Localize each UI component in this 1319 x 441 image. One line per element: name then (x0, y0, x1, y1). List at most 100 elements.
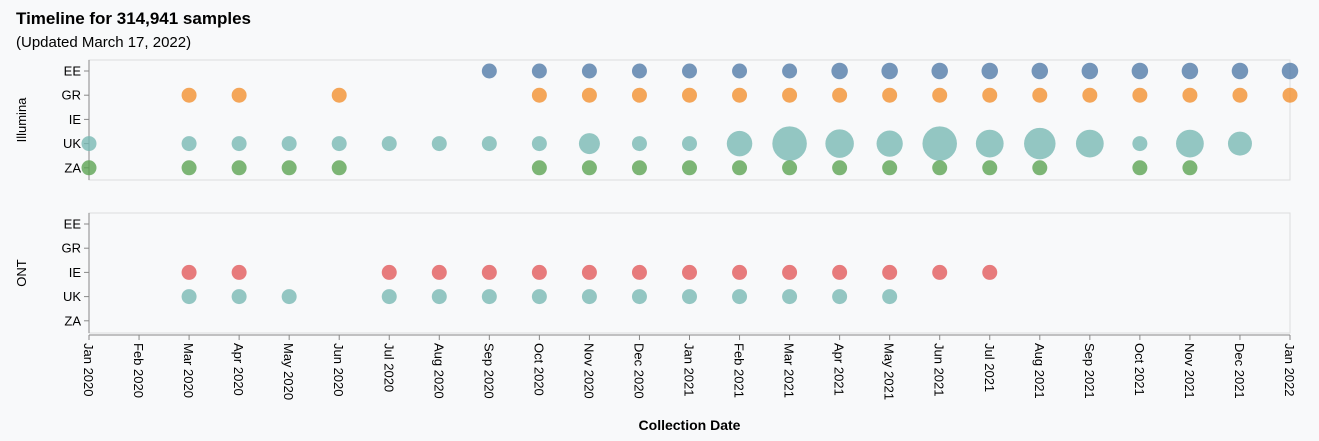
x-tick-label: Oct 2021 (1132, 343, 1147, 396)
x-tick-label: Jan 2020 (81, 343, 96, 397)
x-tick-label: Jul 2021 (982, 343, 997, 392)
point-ont-uk (581, 289, 597, 305)
y-tick-label-ie: IE (69, 265, 82, 280)
point-ont-uk (231, 289, 247, 305)
point-illumina-ee (481, 63, 497, 79)
point-illumina-ee (831, 62, 848, 80)
point-ont-ie (381, 264, 397, 280)
point-illumina-ee (631, 63, 647, 79)
x-tick-label: Aug 2021 (1032, 343, 1047, 399)
x-tick-label: Nov 2020 (581, 343, 596, 399)
point-ont-uk (431, 289, 447, 305)
x-tick-label: Sep 2020 (481, 343, 496, 399)
point-illumina-za (531, 160, 547, 176)
point-illumina-za (581, 160, 597, 176)
point-illumina-gr (1232, 87, 1248, 103)
point-illumina-za (1132, 160, 1148, 176)
x-tick-label: Aug 2020 (431, 343, 446, 399)
point-ont-uk (732, 289, 748, 305)
point-illumina-za (1182, 160, 1198, 176)
point-illumina-ee (581, 63, 597, 79)
point-ont-ie (231, 264, 247, 280)
x-tick-label: Oct 2020 (531, 343, 546, 396)
point-illumina-uk (231, 136, 247, 152)
point-illumina-ee (732, 63, 748, 79)
y-tick-label-za: ZA (64, 313, 81, 328)
chart-subtitle: (Updated March 17, 2022) (16, 34, 192, 51)
point-illumina-gr (982, 87, 998, 103)
facet-illumina: EE GR IE UK ZA Illumina (14, 59, 1299, 181)
point-illumina-ee (531, 63, 547, 79)
y-tick-label-ee: EE (64, 64, 82, 79)
point-ont-ie (732, 264, 748, 280)
x-tick-label: Apr 2020 (231, 343, 246, 396)
point-illumina-uk (181, 136, 197, 152)
point-illumina-uk (631, 136, 647, 152)
x-tick-label: Sep 2021 (1082, 343, 1097, 399)
point-illumina-uk (281, 136, 297, 152)
point-illumina-gr (1032, 87, 1048, 103)
point-illumina-uk (1132, 136, 1148, 152)
point-illumina-uk (876, 130, 903, 157)
y-tick-label-gr: GR (62, 241, 82, 256)
point-illumina-za (782, 160, 798, 176)
x-tick-label: Jan 2021 (682, 343, 697, 397)
facet-label-illumina: Illumina (14, 97, 29, 143)
point-illumina-gr (581, 87, 597, 103)
point-illumina-za (1032, 160, 1048, 176)
point-illumina-uk (922, 126, 957, 161)
point-ont-ie (682, 264, 698, 280)
y-tick-label-uk: UK (63, 289, 81, 304)
point-illumina-za (231, 160, 247, 176)
x-tick-label: Jul 2020 (381, 343, 396, 392)
point-illumina-uk (578, 133, 600, 155)
point-ont-ie (481, 264, 497, 280)
y-tick-label-uk: UK (63, 136, 81, 151)
point-illumina-gr (1282, 87, 1298, 103)
point-ont-uk (281, 289, 297, 305)
point-illumina-gr (531, 87, 547, 103)
point-ont-ie (631, 264, 647, 280)
point-ont-uk (782, 289, 798, 305)
point-illumina-za (331, 160, 347, 176)
point-ont-uk (682, 289, 698, 305)
point-illumina-za (982, 160, 998, 176)
point-illumina-uk (1227, 131, 1252, 156)
x-tick-label: Dec 2020 (631, 343, 646, 399)
point-illumina-gr (882, 87, 898, 103)
point-illumina-uk (381, 136, 397, 152)
point-illumina-gr (932, 87, 948, 103)
point-illumina-gr (1082, 87, 1098, 103)
x-tick-label: Feb 2021 (732, 343, 747, 398)
x-tick-label: May 2021 (882, 343, 897, 400)
point-ont-ie (581, 264, 597, 280)
point-ont-ie (932, 264, 948, 280)
point-ont-uk (181, 289, 197, 305)
x-tick-label: May 2020 (281, 343, 296, 400)
point-illumina-ee (1081, 62, 1099, 80)
point-illumina-uk (481, 136, 497, 152)
x-axis-title: Collection Date (639, 417, 741, 433)
point-illumina-uk (431, 136, 447, 152)
x-tick-label: Nov 2021 (1182, 343, 1197, 399)
point-ont-ie (882, 264, 898, 280)
point-illumina-uk (1075, 129, 1104, 158)
point-illumina-gr (1132, 87, 1148, 103)
point-illumina-za (181, 160, 197, 176)
chart-title: Timeline for 314,941 samples (16, 9, 251, 28)
point-illumina-gr (631, 87, 647, 103)
point-illumina-ee (881, 62, 898, 80)
x-tick-label: Feb 2020 (131, 343, 146, 398)
point-ont-uk (882, 289, 898, 305)
point-illumina-za (81, 160, 97, 176)
point-illumina-ee (1281, 62, 1299, 80)
x-axis: Jan 2020 Feb 2020 Mar 2020 Apr 2020 May 2020… (81, 334, 1297, 433)
point-illumina-uk (81, 136, 97, 152)
facet-ont: EE GR IE UK ZA ONT (14, 212, 1291, 334)
point-illumina-za (631, 160, 647, 176)
point-ont-ie (832, 264, 848, 280)
x-tick-label: Jun 2021 (932, 343, 947, 397)
point-illumina-uk (726, 130, 753, 157)
y-tick-label-za: ZA (64, 160, 81, 175)
